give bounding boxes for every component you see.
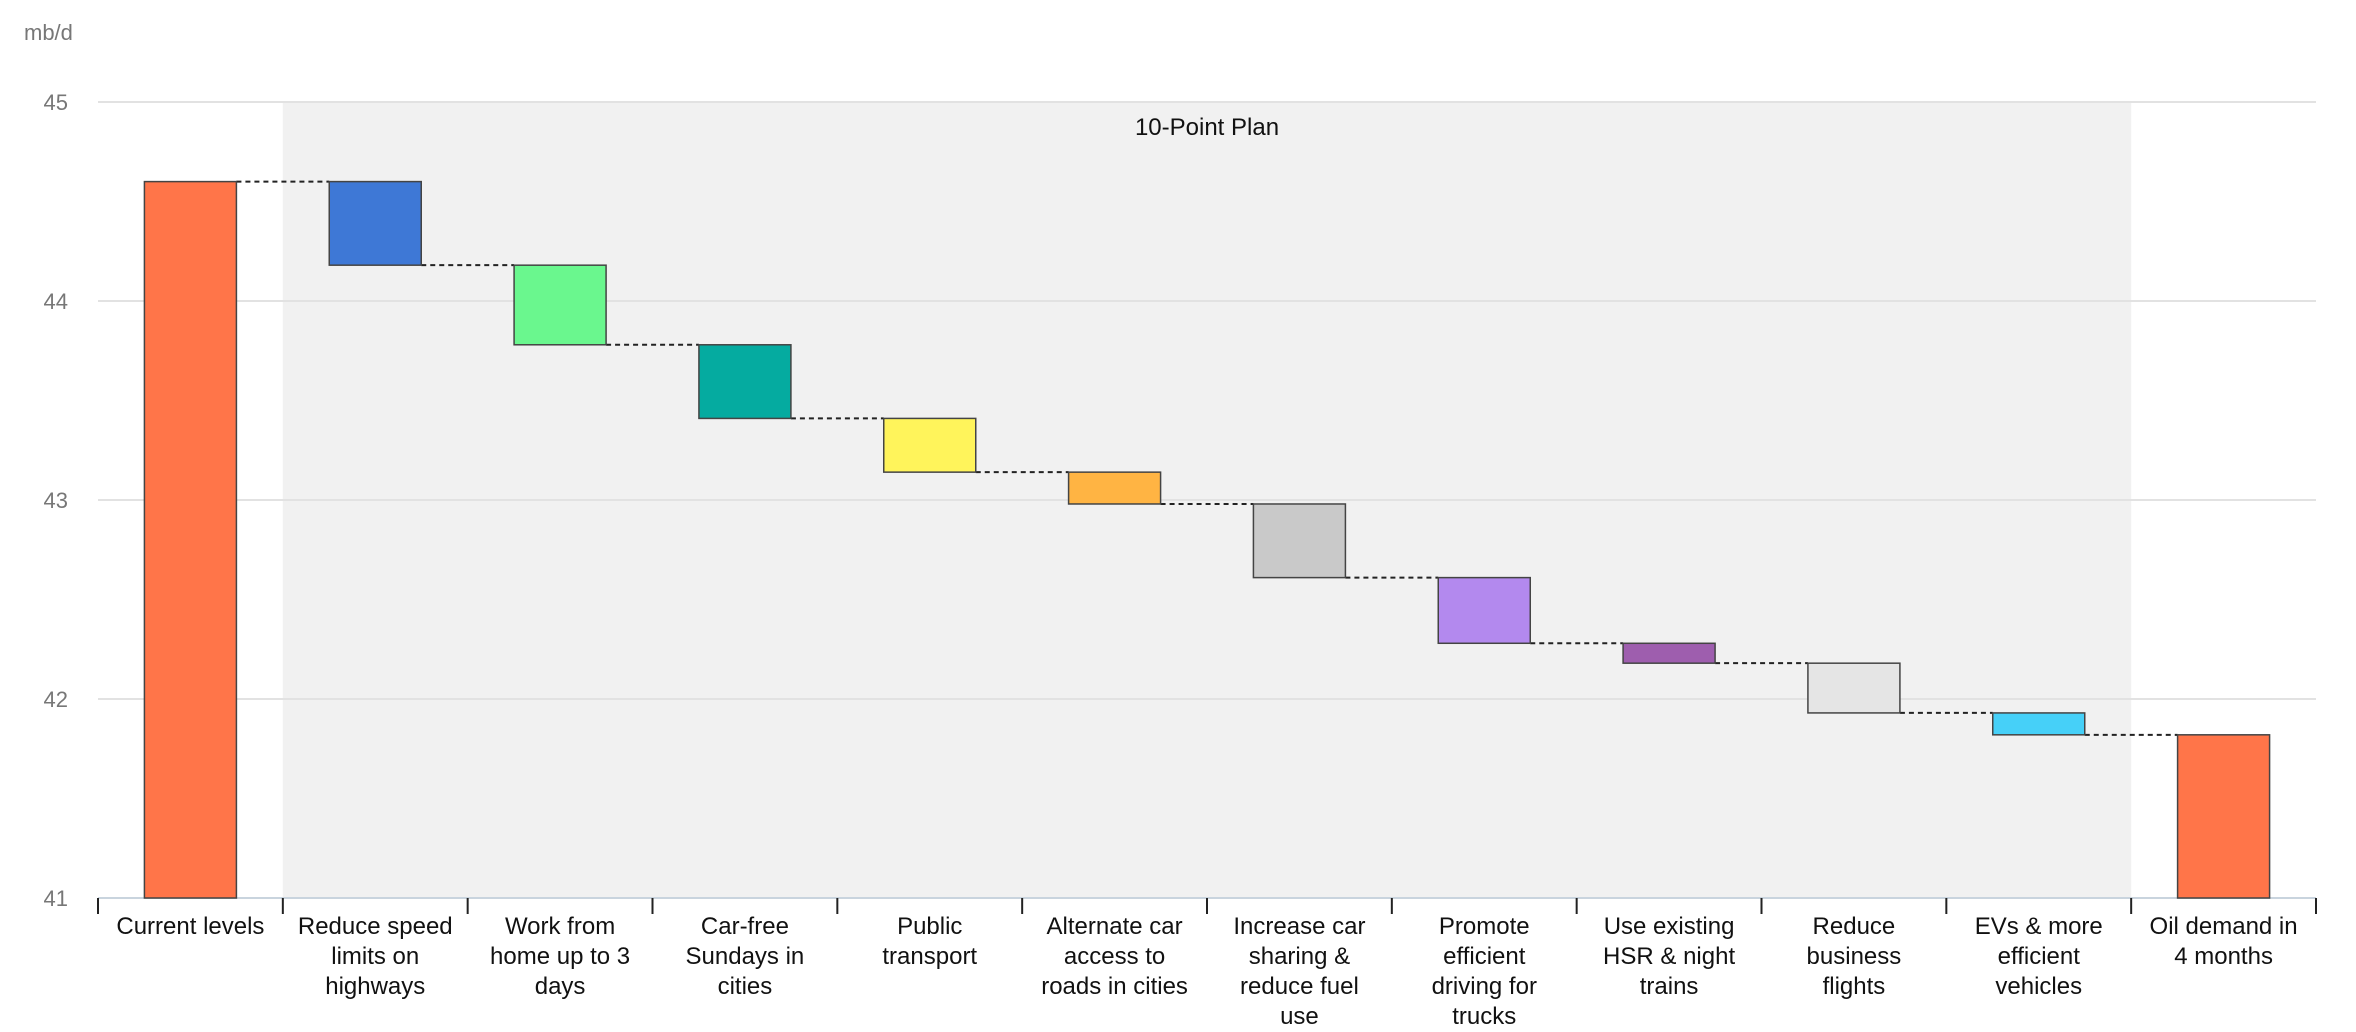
x-tick-label: Promote efficient driving for trucks (1432, 913, 1537, 1030)
bar (143, 180, 238, 899)
y-tick-label: 45 (44, 90, 68, 115)
bar (328, 180, 422, 266)
x-tick-label: Increase car sharing & reduce fuel use (1233, 913, 1365, 1030)
y-tick-label: 41 (44, 886, 68, 911)
x-tick-label: EVs & more efficient vehicles (1975, 913, 2103, 1000)
bar (2176, 734, 2271, 899)
x-tick-label: Car-free Sundays in cities (686, 913, 805, 1000)
bar (513, 264, 607, 346)
bar (698, 344, 792, 420)
bar (883, 417, 977, 473)
bar (1807, 662, 1901, 714)
y-unit-label: mb/d (24, 20, 73, 45)
plan-band-label: 10-Point Plan (1135, 114, 1279, 141)
y-tick-label: 44 (44, 289, 68, 314)
x-tick-label: Public transport (882, 913, 977, 970)
bar (1622, 642, 1716, 664)
x-tick-label: Alternate car access to roads in cities (1041, 913, 1188, 1000)
bar (1437, 576, 1531, 645)
x-tick-label: Reduce speed limits on highways (298, 913, 453, 1000)
x-tick-label: Current levels (116, 913, 264, 940)
bar (1252, 503, 1347, 579)
y-tick-label: 42 (44, 687, 68, 712)
bar (1992, 712, 2086, 736)
y-tick-label: 43 (44, 488, 68, 513)
x-tick-label: Oil demand in 4 months (2150, 913, 2298, 970)
x-tick-label: Reduce business flights (1807, 913, 1902, 1000)
bar (1067, 471, 1162, 505)
x-tick-label: Use existing HSR & night trains (1603, 913, 1735, 1000)
x-tick-label: Work from home up to 3 days (490, 913, 630, 1000)
